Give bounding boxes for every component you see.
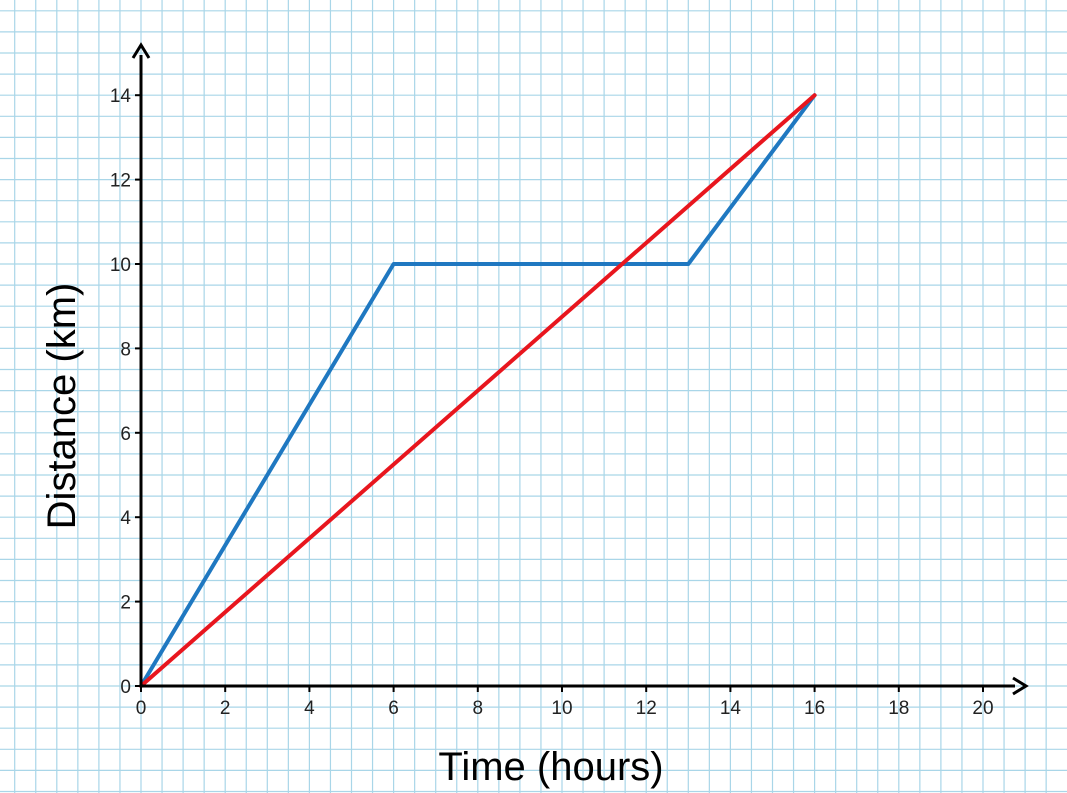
x-axis-title: Time (hours) [438, 745, 663, 789]
tick-labels: 0 2 4 6 8 10 12 14 16 18 20 0 2 4 6 8 10 12 14 [110, 86, 994, 719]
x-tick-label: 18 [888, 698, 909, 719]
y-tick-label: 8 [120, 339, 131, 360]
x-tick-label: 20 [972, 698, 993, 719]
x-tick-label: 12 [636, 698, 657, 719]
series [139, 93, 817, 688]
y-tick-label: 2 [120, 593, 131, 614]
x-tick-label: 2 [220, 698, 231, 719]
x-tick-label: 8 [473, 698, 484, 719]
y-axis-title: Distance (km) [40, 283, 84, 530]
y-tick-label: 0 [120, 677, 131, 698]
x-tick-label: 10 [551, 698, 572, 719]
x-tick-label: 6 [388, 698, 399, 719]
y-tick-label: 4 [120, 508, 131, 529]
series-line-2 [139, 93, 817, 688]
x-tick-label: 4 [304, 698, 315, 719]
y-axis-arrow [131, 42, 151, 59]
y-tick-label: 14 [110, 86, 132, 107]
y-tick-label: 10 [110, 255, 131, 276]
x-tick-label: 16 [804, 698, 825, 719]
y-tick-label: 6 [120, 424, 131, 445]
series-line-1 [139, 93, 817, 688]
x-tick-label: 14 [720, 698, 742, 719]
x-axis-arrow [1012, 676, 1029, 696]
x-tick-label: 0 [136, 698, 147, 719]
axes [131, 42, 1029, 696]
y-tick-label: 12 [110, 171, 131, 192]
